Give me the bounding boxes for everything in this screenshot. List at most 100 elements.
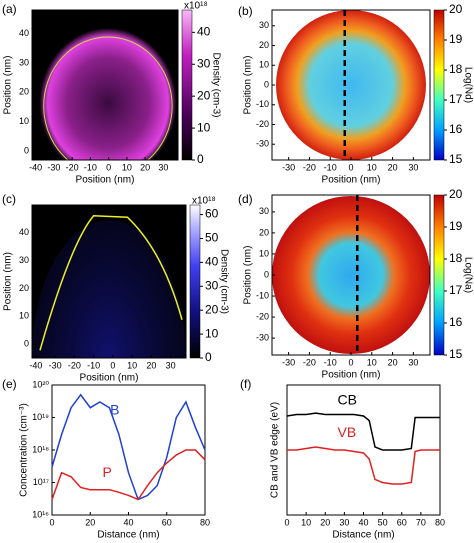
x-tick-label: -30 [47, 162, 60, 172]
y-tick-label: 10 [259, 60, 269, 70]
colorbar-tick-label: 17 [449, 283, 463, 297]
colorbar-label: Density (cm-3) [218, 249, 229, 314]
colorbar-tick-label: 0 [197, 152, 204, 166]
colorbar-tick-label: 15 [449, 347, 463, 361]
y-tick-label: 20 [259, 227, 269, 237]
colorbar-tick-label: 20 [449, 2, 463, 16]
y-tick-label: 10¹⁷ [33, 477, 49, 487]
series-line [51, 449, 206, 501]
colorbar-scale: x10¹⁸ [184, 1, 208, 12]
x-tick-label: 20 [388, 357, 398, 367]
heatmap [32, 205, 186, 358]
y-tick-label: 30 [19, 57, 29, 67]
colorbar-scale: x10¹⁸ [192, 196, 216, 207]
x-tick-label: 40 [123, 517, 133, 527]
colorbar [181, 9, 193, 161]
density-blob [32, 220, 186, 358]
x-axis-label: Distance (nm) [332, 530, 394, 541]
doping-map [276, 10, 426, 160]
colorbar [433, 194, 445, 356]
doping-map [272, 196, 430, 354]
y-tick-label: 10²⁰ [32, 379, 49, 389]
x-tick-label: 30 [158, 162, 168, 172]
colorbar-tick-label: 30 [205, 278, 219, 292]
x-tick-label: -30 [282, 162, 295, 172]
outline [43, 36, 173, 160]
x-tick-label: 20 [388, 162, 398, 172]
x-tick-label: 60 [162, 517, 172, 527]
y-axis-label: CB and VB edge (eV) [270, 402, 281, 498]
y-tick-label: 30 [259, 20, 269, 30]
y-tick-label: 10 [259, 248, 269, 258]
x-tick-label: -10 [324, 162, 337, 172]
heatmap [272, 196, 430, 354]
colorbar-label: Log(Na) [462, 257, 473, 293]
x-axis-label: Position (nm) [322, 175, 381, 186]
series-label: CB [337, 391, 356, 407]
x-tick-label: 10 [127, 360, 137, 370]
y-tick-label: 10¹⁹ [32, 412, 49, 422]
axes-frame [286, 384, 441, 516]
x-tick-label: 0 [284, 517, 289, 527]
y-axis-label: Position (nm) [3, 56, 14, 115]
axes-frame [31, 9, 179, 161]
x-tick-label: 20 [85, 517, 95, 527]
colorbar-tick-label: 20 [205, 302, 219, 316]
y-axis-label: Position (nm) [3, 252, 14, 311]
series-line [286, 412, 440, 451]
x-tick-label: 10 [301, 517, 311, 527]
y-tick-label: 30 [259, 206, 269, 216]
x-tick-label: -20 [303, 357, 316, 367]
y-tick-label: 10¹⁶ [32, 509, 49, 519]
y-tick-label: 0 [264, 79, 269, 89]
x-tick-label: 80 [435, 517, 445, 527]
x-tick-label: 30 [166, 360, 176, 370]
colorbar-tick-label: 17 [449, 92, 463, 106]
y-tick-label: 20 [19, 283, 29, 293]
y-tick-label: 10¹⁸ [32, 444, 49, 454]
heatmap [32, 10, 178, 160]
colorbar-tick-label: 19 [449, 219, 463, 233]
colorbar-tick-label: 20 [197, 88, 211, 102]
x-tick-label: 0 [110, 360, 115, 370]
y-tick-label: 0 [264, 269, 269, 279]
x-tick-label: 70 [416, 517, 426, 527]
colorbar-tick-label: 30 [197, 56, 211, 70]
panel-label: (f) [240, 377, 251, 391]
x-tick-label: 20 [320, 517, 330, 527]
colorbar-tick-label: 0 [205, 350, 212, 364]
colorbar-tick-label: 16 [449, 122, 463, 136]
x-tick-label: -10 [324, 357, 337, 367]
y-tick-label: 40 [19, 28, 29, 38]
x-tick-label: 80 [200, 517, 210, 527]
x-tick-label: 40 [358, 517, 368, 527]
colorbar-tick-label: 15 [449, 152, 463, 166]
x-tick-label: 0 [348, 162, 353, 172]
colorbar-tick-label: 10 [205, 326, 219, 340]
x-tick-label: 10 [367, 162, 377, 172]
y-tick-label: 30 [19, 255, 29, 265]
colorbar [189, 204, 201, 359]
y-tick-label: -30 [256, 139, 269, 149]
panel-label: (e) [2, 377, 17, 391]
y-tick-label: 20 [259, 40, 269, 50]
x-tick-label: 20 [140, 162, 150, 172]
series-line [51, 393, 206, 501]
y-tick-label: -20 [256, 311, 269, 321]
x-tick-label: -10 [84, 162, 97, 172]
x-tick-label: -20 [68, 360, 81, 370]
colorbar-tick-label: 40 [205, 255, 219, 269]
panel-label: (a) [2, 2, 17, 16]
colorbar-label: Log(Nd) [462, 67, 473, 103]
colorbar-tick-label: 19 [449, 32, 463, 46]
colorbar-tick-label: 16 [449, 315, 463, 329]
x-axis-label: Position (nm) [76, 175, 135, 186]
y-tick-label: -10 [256, 99, 269, 109]
colorbar-tick-label: 10 [197, 120, 211, 134]
density-blob [39, 28, 177, 160]
x-tick-label: -40 [29, 360, 42, 370]
colorbar-tick-label: 18 [449, 251, 463, 265]
x-tick-label: -40 [29, 162, 42, 172]
y-tick-label: 0 [24, 338, 29, 348]
